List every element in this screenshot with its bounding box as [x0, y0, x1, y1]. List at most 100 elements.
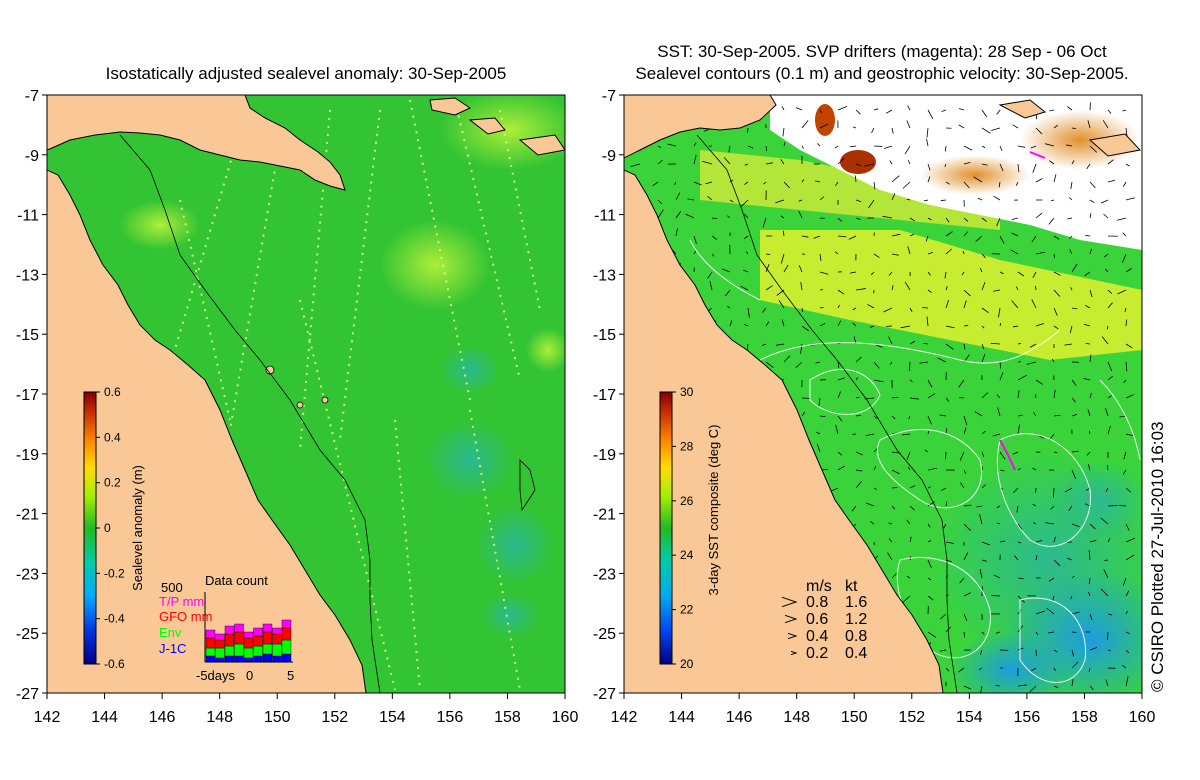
velocity-arrow [957, 667, 965, 673]
velocity-arrow [1123, 379, 1127, 383]
velocity-arrow [711, 235, 718, 241]
velocity-arrow [1107, 179, 1116, 183]
velocity-arrow [959, 451, 965, 461]
lon-tick-label: 152 [321, 709, 348, 726]
velocity-arrow [981, 343, 985, 350]
lon-tick-label: 154 [956, 709, 983, 726]
velocity-arrow [1067, 106, 1073, 111]
velocity-arrow [927, 252, 933, 255]
velocity-arrow [1088, 430, 1091, 435]
velocity-arrow [958, 124, 965, 129]
velocity-arrow [1125, 343, 1133, 349]
velocity-arrow [996, 109, 1001, 115]
data-count-x-right: 5 [287, 668, 294, 683]
velocity-arrow [999, 271, 1004, 275]
velocity-arrow [945, 231, 953, 237]
velocity-arrow [1071, 649, 1075, 657]
velocity-arrow [891, 233, 901, 237]
velocity-arrow [1125, 268, 1132, 273]
png-land-sst [624, 95, 777, 159]
velocity-arrow [765, 162, 773, 165]
velocity-arrow [1089, 523, 1096, 530]
velocity-arrow [943, 523, 947, 529]
velocity-arrow [944, 145, 947, 152]
velocity-arrow [795, 107, 803, 111]
png-land [47, 95, 346, 191]
velocity-arrow [743, 269, 749, 273]
velocity-arrow [882, 215, 893, 219]
velocity-arrow [837, 465, 845, 471]
velocity-arrow [675, 211, 682, 219]
data-count-bar-segment [253, 645, 263, 657]
velocity-arrow [998, 307, 1001, 318]
sst-warm-band [760, 230, 1142, 360]
lon-tick-label: 152 [898, 709, 925, 726]
velocity-arrow [925, 235, 929, 242]
velocity-arrow [1106, 464, 1109, 471]
velocity-arrow [855, 199, 862, 203]
lat-tick-label: -25 [593, 626, 616, 643]
velocity-arrow [1125, 361, 1128, 372]
velocity-arrow [1107, 538, 1111, 543]
data-count-bar-segment [243, 657, 254, 663]
velocity-arrow [1102, 120, 1109, 129]
velocity-arrow [1088, 591, 1091, 597]
velocity-arrow [945, 286, 948, 291]
velocity-arrow [1046, 607, 1055, 615]
velocity-arrow [765, 285, 773, 291]
velocity-arrow [800, 343, 803, 354]
data-count-bar-segment [262, 623, 273, 633]
lat-tick-label: -15 [16, 327, 39, 344]
velocity-arrow [693, 250, 697, 255]
velocity-arrow [837, 320, 842, 327]
velocity-arrow [1068, 505, 1073, 512]
velocity-arrow [801, 307, 804, 313]
velocity-arrow [1050, 505, 1055, 510]
velocity-arrow [1071, 160, 1075, 165]
velocity-arrow [685, 213, 695, 219]
velocity-arrow [819, 322, 826, 327]
velocity-arrow [1071, 661, 1079, 669]
velocity-arrow [702, 160, 713, 165]
velocity-arrow [869, 325, 875, 328]
velocity-arrow [781, 319, 785, 327]
velocity-arrow [873, 181, 876, 190]
velocity-arrow [1017, 684, 1028, 687]
velocity-arrow [1012, 451, 1019, 455]
velocity-arrow [980, 685, 983, 693]
velocity-legend-kt: 0.8 [845, 628, 867, 645]
velocity-arrow [973, 176, 983, 183]
velocity-arrow [1125, 163, 1130, 167]
velocity-arrow [1118, 505, 1127, 507]
colorbar-tick-label: 22 [680, 603, 694, 617]
velocity-arrow [775, 199, 785, 204]
velocity-arrow [1050, 199, 1055, 202]
velocity-arrow [888, 538, 893, 543]
velocity-arrow [963, 217, 969, 222]
velocity-arrow [1089, 248, 1092, 255]
velocity-arrow [981, 281, 986, 291]
velocity-arrow [1012, 325, 1019, 328]
right-map[interactable] [624, 95, 1180, 710]
velocity-arrow [999, 540, 1006, 543]
lat-tick-label: -21 [593, 507, 616, 524]
velocity-arrow [908, 415, 911, 420]
velocity-arrow [1071, 450, 1079, 453]
velocity-arrow [993, 195, 1001, 201]
velocity-arrow [944, 271, 947, 279]
velocity-arrow [765, 361, 774, 368]
velocity-arrow [999, 361, 1002, 369]
velocity-legend-arrow [784, 614, 798, 624]
velocity-arrow [1086, 451, 1091, 456]
velocity-arrow [926, 316, 929, 327]
velocity-arrow [907, 105, 911, 111]
velocity-arrow [783, 181, 790, 189]
velocity-arrow [819, 271, 829, 275]
velocity-arrow [977, 197, 983, 201]
velocity-arrow [1085, 235, 1091, 237]
left-map[interactable] [47, 90, 580, 693]
velocity-arrow [864, 163, 875, 167]
velocity-arrow [1107, 395, 1112, 399]
velocity-arrow [945, 325, 955, 329]
velocity-arrow [1089, 393, 1092, 399]
